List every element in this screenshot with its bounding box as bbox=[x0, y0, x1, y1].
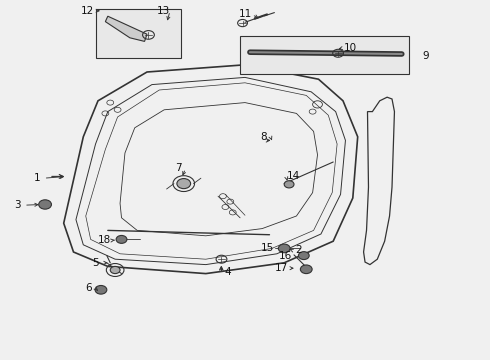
Circle shape bbox=[95, 285, 107, 294]
Text: 12: 12 bbox=[80, 6, 94, 16]
Circle shape bbox=[284, 181, 294, 188]
Text: 10: 10 bbox=[344, 43, 357, 53]
Text: 9: 9 bbox=[422, 51, 429, 61]
Text: 17: 17 bbox=[275, 263, 289, 273]
Circle shape bbox=[177, 179, 191, 189]
Circle shape bbox=[39, 200, 51, 209]
Text: 1: 1 bbox=[33, 173, 40, 183]
Text: 14: 14 bbox=[286, 171, 300, 181]
Text: 11: 11 bbox=[238, 9, 252, 19]
Text: 16: 16 bbox=[279, 251, 293, 261]
Text: 15: 15 bbox=[260, 243, 274, 253]
Circle shape bbox=[116, 235, 127, 243]
Circle shape bbox=[300, 265, 312, 274]
Text: 2: 2 bbox=[295, 245, 302, 255]
Text: 7: 7 bbox=[175, 163, 182, 174]
Text: 5: 5 bbox=[92, 258, 99, 268]
Text: 13: 13 bbox=[156, 6, 170, 16]
Circle shape bbox=[298, 252, 309, 260]
Text: 8: 8 bbox=[260, 132, 267, 142]
FancyBboxPatch shape bbox=[96, 9, 181, 58]
Circle shape bbox=[110, 266, 120, 274]
Text: 4: 4 bbox=[224, 267, 231, 277]
Text: 3: 3 bbox=[14, 200, 21, 210]
FancyBboxPatch shape bbox=[240, 36, 409, 74]
Circle shape bbox=[278, 244, 290, 253]
Text: 18: 18 bbox=[98, 235, 111, 246]
Polygon shape bbox=[105, 16, 147, 41]
Text: 6: 6 bbox=[85, 283, 92, 293]
